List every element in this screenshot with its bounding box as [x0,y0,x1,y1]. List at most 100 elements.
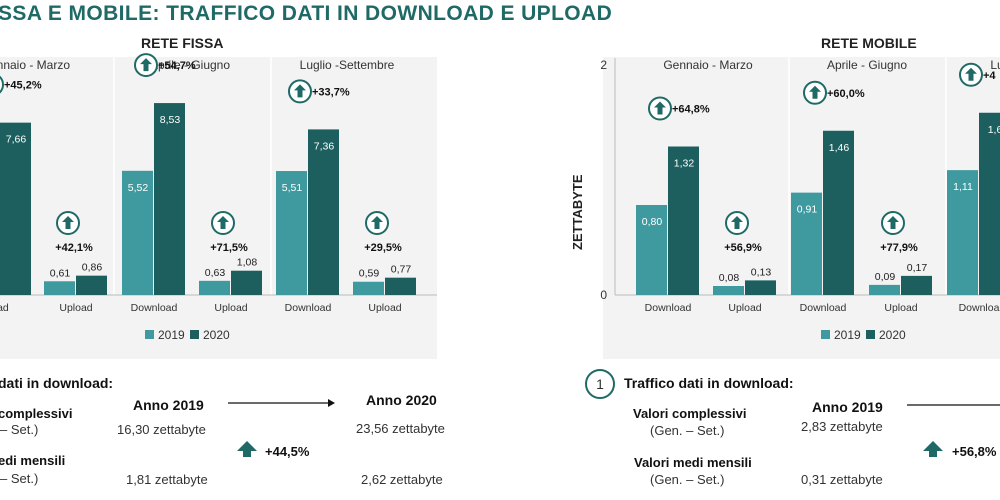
arrow-up-icon [731,216,743,229]
arrow-up-icon [965,67,977,81]
summary-year-2020: Anno 2020 [366,392,437,408]
growth-percentage: +42,1% [55,242,93,254]
arrow-up-icon [294,84,306,98]
group-label: Gennaio - Marzo [663,58,753,72]
bar-value-label: 0,91 [797,204,818,216]
summary-right-row1-v2019: 2,83 zettabyte [801,419,883,434]
legend-label-2020: 2020 [879,328,906,342]
growth-percentage: +45,2% [4,80,42,92]
arrow-up-icon [923,441,943,457]
category-label: Upload [59,302,92,314]
bar-value-label: 5,51 [282,182,303,194]
page-title: SSA E MOBILE: TRAFFICO DATI IN DOWNLOAD … [0,2,613,25]
growth-arrow-icon [0,75,4,94]
bar-2020 [231,270,262,295]
group-label: Aprile - Giugno [827,58,907,72]
bar-2019 [122,170,153,295]
arrow-up-icon [809,85,821,99]
category-label: Download [645,302,692,314]
summary-row2-v2020: 2,62 zettabyte [361,472,443,487]
category-label: Download [285,302,332,314]
bar-value-label: 0,63 [205,267,226,279]
summary-row2-label: edi mensili [0,453,66,468]
y-axis-label: ZETTABYTE [570,174,585,250]
bar-value-label: 0,17 [907,262,928,274]
y-tick-label: 2 [600,58,607,72]
bar-value-label: 0,09 [875,271,896,283]
step-number-badge: 1 [585,369,615,399]
chart-rete-mobile: Gennaio - Marzo Aprile - Giugno Lugli 0 2 0,8… [600,56,1000,342]
growth-percentage: +33,7% [312,86,350,98]
category-label: Upload [884,302,917,314]
bar-2020 [668,146,699,295]
arrow-up-icon [217,216,229,229]
bar-2019 [713,286,744,295]
category-label: oad [0,302,9,314]
growth-percentage: +77,9% [880,242,918,254]
bar-value-label: 8,53 [160,114,181,126]
bar-2019 [947,170,978,295]
summary-right-row2-label: Valori medi mensili [634,455,752,470]
bar-value-label: 1,32 [674,158,695,170]
legend-swatch-2020 [866,330,875,339]
bar-value-label: 7,66 [6,134,27,146]
summary-row1-v2020: 23,56 zettabyte [356,421,445,436]
bar-value-label: 0,86 [82,262,103,274]
bar-value-label: 5,52 [128,182,149,194]
bar-value-label: 0,77 [391,264,412,276]
bar-value-label: 7,36 [314,140,335,152]
summary-row2-v2019: 1,81 zettabyte [126,472,208,487]
growth-percentage: +71,5% [210,242,248,254]
arrow-up-icon [371,216,383,229]
arrow-up-icon [237,441,257,457]
category-label: Upload [728,302,761,314]
group-label: ennaio - Marzo [0,58,70,72]
legend-swatch-2019 [145,330,154,339]
bar-2019 [199,280,230,295]
legend-label-2019: 2019 [834,328,861,342]
summary-row2-sub: – Set.) [0,471,39,486]
group-label: Lugli [990,58,1000,72]
chart-title-rete-mobile: RETE MOBILE [821,35,917,51]
bar-2020 [823,130,854,295]
bar-value-label: 0,61 [50,267,71,279]
bar-2019 [353,281,384,295]
arrow-right-icon [907,404,1000,406]
bar-value-label: 0,13 [751,266,772,278]
arrow-up-icon [654,101,666,115]
bar-2020 [0,122,31,296]
summary-right-heading: Traffico dati in download: [624,375,794,391]
arrow-up-icon [62,216,74,229]
summary-row1-sub: – Set.) [0,422,39,437]
bar-2020 [76,275,107,295]
chart-panel-rete-fissa: RETE FISSA ennaio - Marzo Aprile - Giugno… [0,35,437,359]
bar-2019 [791,192,822,295]
chart-title-rete-fissa: RETE FISSA [141,35,224,51]
group-label: Aprile - Giugno [150,58,230,72]
legend-swatch-2019 [821,330,830,339]
bar-2019 [276,171,307,295]
bar-2019 [869,284,900,295]
summary-right-row2-sub: (Gen. – Set.) [650,472,725,487]
bar-value-label: 0,59 [359,268,380,280]
category-label: Download [800,302,847,314]
bar-value-label: 0,08 [719,272,740,284]
bar-value-label: 1,11 [953,181,973,193]
bar-value-label: 1,08 [237,257,258,269]
bar-2020 [308,129,339,295]
arrow-up-icon [140,58,152,72]
growth-percentage: +64,8% [672,104,710,116]
category-label: Upload [214,302,247,314]
growth-percentage: +60,0% [827,88,865,100]
summary-delta: +44,5% [265,444,310,459]
summary-year-2019: Anno 2019 [133,397,204,413]
bar-2019 [44,281,75,295]
bar-2019 [636,205,667,295]
arrow-right-icon [228,399,335,407]
group-label: Luglio -Settembre [300,58,395,72]
bar-value-label: 1,6 [988,124,1000,136]
chart-panel-rete-mobile: RETE MOBILE Gennaio - Marzo Aprile - Giug… [600,35,1000,359]
summary-right-row1-label: Valori complessivi [633,406,747,421]
summary-right-delta: +56,8% [952,444,997,459]
growth-percentage: +56,9% [724,242,762,254]
